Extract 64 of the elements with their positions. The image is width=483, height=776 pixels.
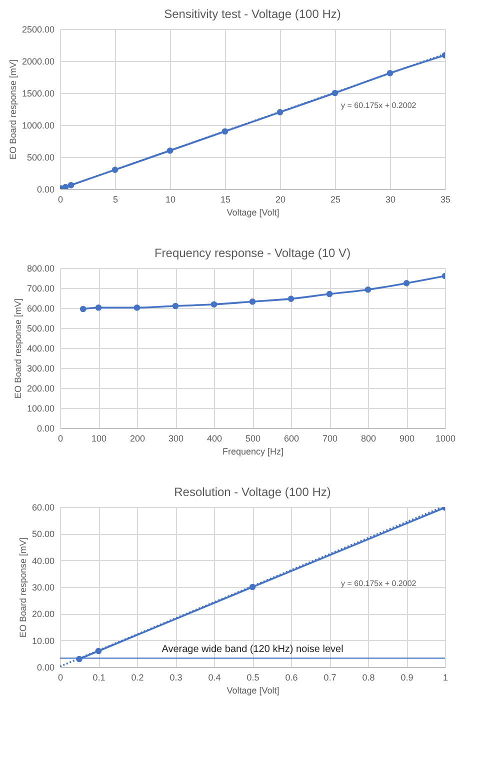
x-tick-label: 30 [385,194,396,204]
x-tick-label: 0 [58,672,64,682]
y-tick-label: 200.00 [26,384,54,394]
y-tick-label: 40.00 [32,556,54,566]
y-tick-label: 300.00 [26,364,54,374]
x-tick-label: 500 [245,434,261,444]
x-tick-label: 900 [399,434,415,444]
y-tick-label: 400.00 [26,344,54,354]
x-tick-label: 15 [220,194,231,204]
y-tick-label: 0.00 [36,184,54,194]
x-axis-title: Frequency [Hz] [222,446,284,456]
y-axis-title: EO Board response [mV] [12,298,23,399]
y-tick-label: 700.00 [26,284,54,294]
y-tick-label: 50.00 [32,529,54,540]
y-axis-title: EO Board response [mV] [8,59,18,160]
x-tick-label: 600 [284,434,300,444]
x-tick-label: 0.8 [362,672,375,682]
x-tick-label: 200 [130,434,146,444]
x-tick-label: 0 [58,194,64,204]
x-tick-label: 0 [58,434,64,444]
x-tick-label: 35 [440,194,451,204]
y-tick-label: 10.00 [32,636,54,646]
x-tick-label: 0.7 [324,672,336,682]
x-tick-label: 0.9 [400,672,414,682]
x-tick-label: 800 [360,434,376,444]
annotation: y = 60.175x + 0.2002 [341,578,417,588]
y-tick-label: 60.00 [32,502,54,512]
x-tick-label: 1 [442,672,448,682]
chart-title: Sensitivity test - Voltage (100 Hz) [164,7,341,21]
y-tick-label: 2000.00 [22,56,54,66]
x-tick-label: 0.1 [92,672,106,682]
y-tick-label: 20.00 [32,609,54,620]
y-tick-label: 0.00 [36,424,54,434]
ref-line-label: Average wide band (120 kHz) noise level [162,644,344,656]
x-tick-label: 400 [206,434,222,444]
chart-title: Frequency response - Voltage (10 V) [154,246,351,260]
x-tick-label: 0.2 [131,672,144,682]
y-tick-label: 1500.00 [22,88,54,98]
x-tick-label: 0.4 [208,672,221,682]
y-tick-label: 800.00 [26,264,54,274]
chart-title: Resolution - Voltage (100 Hz) [174,485,331,499]
x-tick-label: 10 [165,194,176,204]
x-tick-label: 1000 [435,434,456,444]
x-tick-label: 0.6 [285,672,298,682]
y-tick-label: 2500.00 [22,24,54,34]
y-axis-title: EO Board response [mV] [18,537,28,638]
x-tick-label: 20 [275,194,286,204]
annotation: y = 60.175x + 0.2002 [341,100,417,110]
x-axis-title: Voltage [Volt] [226,208,280,218]
y-tick-label: 0.00 [36,662,54,672]
y-tick-label: 100.00 [26,404,54,414]
x-tick-label: 300 [168,434,184,444]
y-tick-label: 1000.00 [22,120,54,130]
y-tick-label: 500.00 [26,152,54,162]
y-tick-label: 500.00 [26,324,54,334]
x-tick-label: 100 [91,434,107,444]
x-tick-label: 700 [322,434,338,444]
x-tick-label: 0.3 [170,672,182,682]
x-tick-label: 25 [330,194,341,204]
x-axis-title: Voltage [Volt] [226,686,280,696]
x-tick-label: 0.5 [246,672,260,682]
y-tick-label: 30.00 [32,582,54,592]
x-tick-label: 5 [112,194,118,204]
y-tick-label: 600.00 [26,304,54,314]
